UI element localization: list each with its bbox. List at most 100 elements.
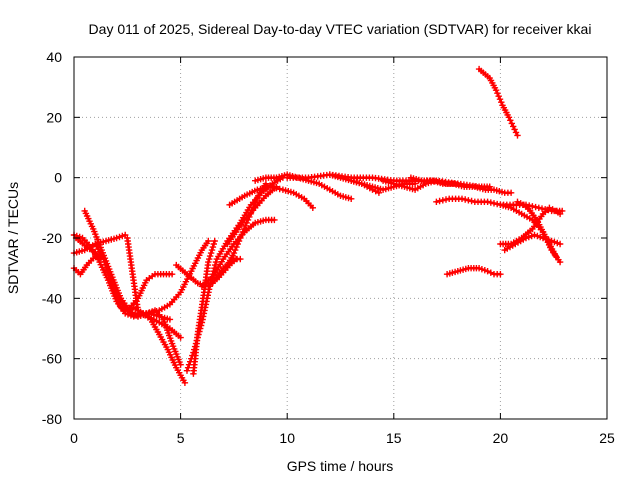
series-arc-23: [407, 174, 515, 196]
y-tick-label: -20: [42, 230, 62, 246]
series-arc-12: [190, 237, 218, 377]
data-point-marker: [234, 240, 241, 248]
data-point-marker: [498, 99, 505, 106]
data-point-marker: [433, 198, 440, 205]
data-point-marker: [168, 271, 176, 278]
grid: [74, 57, 607, 419]
data-point-marker: [166, 316, 174, 323]
data-point-marker: [233, 243, 240, 251]
x-tick-label: 15: [386, 430, 402, 446]
x-tick-label: 25: [599, 430, 615, 446]
data-point-marker: [462, 196, 469, 203]
chart-title: Day 011 of 2025, Sidereal Day-to-day VTE…: [89, 21, 592, 37]
data-point-marker: [468, 197, 475, 205]
data-point-marker: [107, 277, 114, 284]
data-point-marker: [237, 255, 244, 263]
y-axis-label: SDTVAR / TECUs: [5, 182, 21, 294]
data-point-marker: [535, 204, 542, 211]
series-arc-16: [224, 183, 280, 248]
data-point-marker: [348, 195, 355, 202]
data-point-marker: [183, 367, 191, 374]
data-point-marker: [494, 90, 501, 97]
data-point-marker: [556, 210, 564, 218]
data-point-marker: [209, 243, 217, 251]
data-point-marker: [106, 274, 113, 281]
data-point-marker: [266, 183, 274, 190]
data-point-marker: [525, 233, 532, 241]
data-point-marker: [531, 231, 538, 239]
data-point-marker: [238, 231, 245, 239]
x-tick-label: 5: [177, 430, 185, 446]
data-point-marker: [239, 228, 247, 236]
data-point-marker: [492, 87, 500, 94]
data-point-marker: [100, 255, 107, 263]
series-arc-22: [379, 177, 461, 193]
data-point-marker: [232, 246, 239, 254]
data-point-marker: [205, 237, 212, 245]
data-point-marker: [207, 249, 215, 257]
data-point-marker: [252, 198, 259, 205]
data-point-marker: [556, 240, 564, 248]
data-point-marker: [490, 200, 498, 207]
data-point-marker: [177, 334, 184, 341]
y-tick-label: -80: [42, 411, 62, 427]
y-tick-label: -60: [42, 351, 62, 367]
y-tick-label: 40: [46, 49, 62, 65]
data-point-marker: [177, 361, 184, 368]
series-arc-25: [475, 65, 521, 139]
x-tick-label: 20: [493, 430, 509, 446]
data-point-marker: [208, 246, 216, 254]
series-arc-26: [443, 265, 504, 278]
data-point-marker: [497, 271, 504, 278]
data-point-marker: [230, 249, 238, 257]
data-point-marker: [212, 258, 220, 266]
data-point-marker: [212, 261, 219, 269]
data-point-marker: [210, 240, 217, 248]
data-point-marker: [240, 225, 248, 233]
series-arc-17: [226, 183, 316, 211]
data-point-marker: [309, 204, 316, 211]
data-point-marker: [184, 364, 192, 371]
axis-ticks: 0 5 10 15 20 25 -80 -60 -40 -20 0 20 40: [42, 49, 615, 446]
data-point-marker: [507, 189, 515, 196]
data-point-marker: [108, 280, 115, 287]
data-point-marker: [411, 180, 419, 187]
data-point-marker: [103, 265, 110, 272]
x-axis-label: GPS time / hours: [287, 458, 394, 474]
data-point-marker: [237, 234, 244, 242]
data-point-marker: [511, 126, 518, 133]
series-arc-8: [124, 271, 176, 314]
data-point-marker: [101, 258, 108, 266]
data-point-marker: [113, 234, 120, 242]
data-point-marker: [211, 237, 218, 245]
data-point-marker: [263, 184, 271, 191]
data-point-marker: [510, 123, 517, 130]
data-point-marker: [439, 197, 446, 204]
data-point-marker: [552, 252, 559, 260]
data-point-marker: [375, 189, 383, 196]
series-arc-6: [72, 234, 107, 263]
data-point-marker: [478, 266, 486, 273]
data-point-marker: [235, 237, 243, 245]
series-arc-21: [348, 177, 383, 196]
series-line: [74, 236, 106, 261]
data-point-marker: [496, 96, 504, 103]
series-arc-9: [134, 237, 212, 317]
x-tick-label: 0: [70, 430, 78, 446]
data-point-marker: [495, 93, 502, 100]
data-point-marker: [484, 198, 491, 205]
data-point-marker: [262, 180, 270, 187]
y-tick-label: -40: [42, 290, 62, 306]
data-point-marker: [505, 114, 513, 121]
series-arc-30: [514, 198, 559, 260]
data-point-marker: [205, 258, 212, 266]
data-point-marker: [119, 232, 126, 240]
data-point-marker: [206, 255, 213, 263]
data-point-marker: [529, 203, 536, 210]
x-tick-label: 10: [279, 430, 295, 446]
y-tick-label: 0: [54, 170, 62, 186]
data-point-marker: [206, 252, 214, 260]
data-point-marker: [551, 238, 558, 246]
data-point-marker: [255, 192, 262, 199]
